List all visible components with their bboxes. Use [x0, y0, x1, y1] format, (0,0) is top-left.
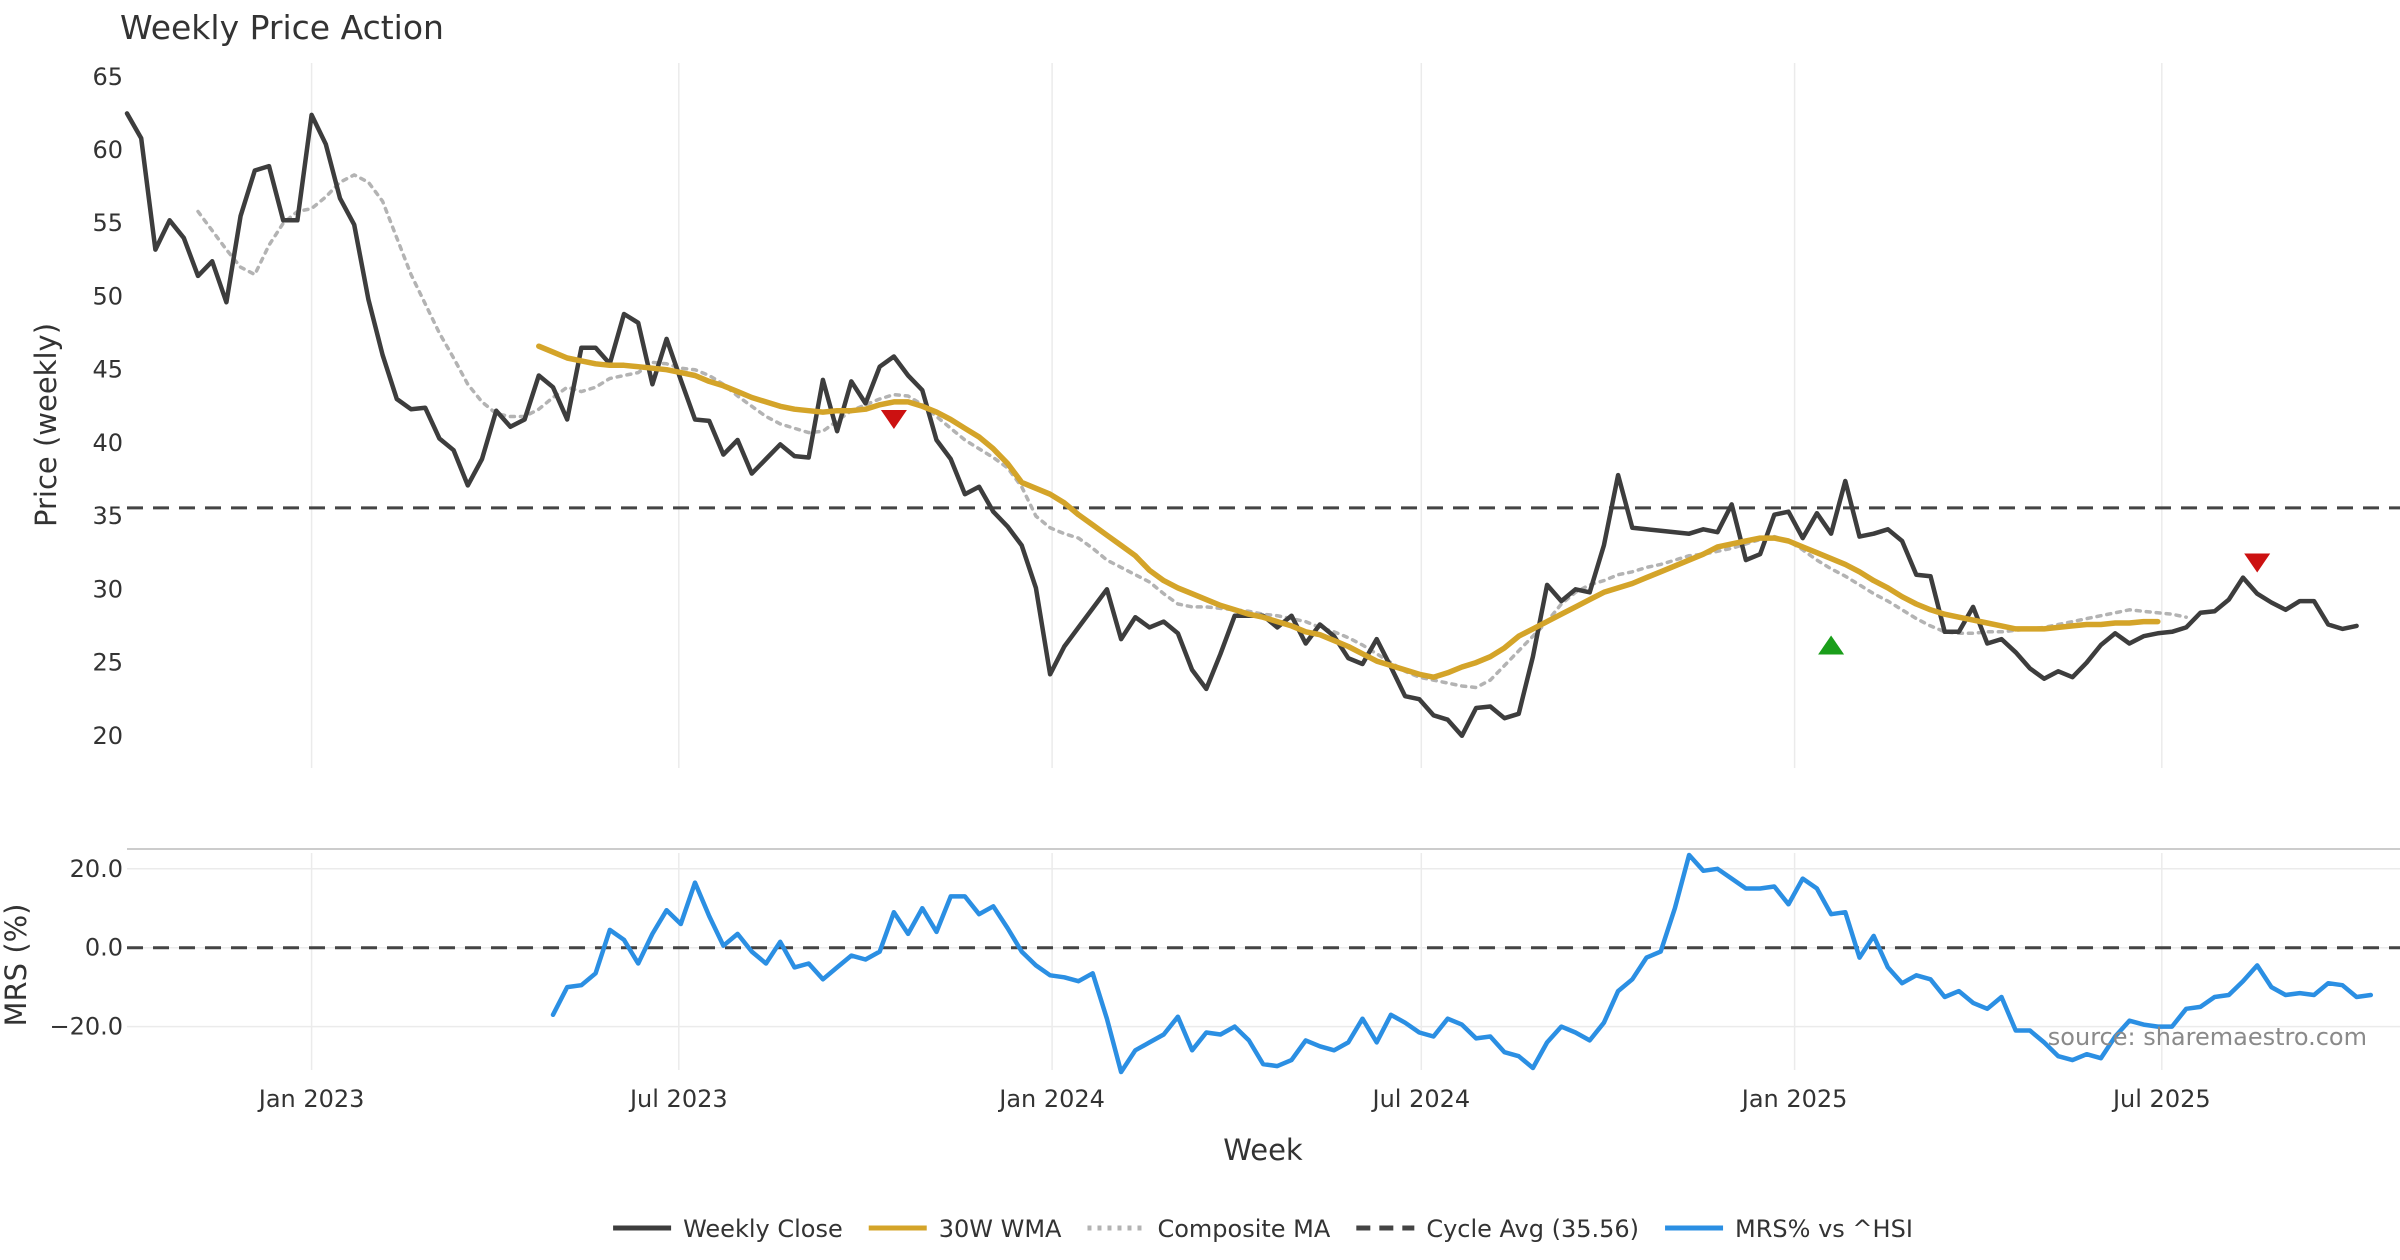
- x-ticks: Jan 2023 Jul 2023 Jan 2024 Jul 2024 Jan 2025…: [257, 1085, 2211, 1113]
- price-y-tick-40: 40: [92, 429, 123, 457]
- price-y-ticks: 20 25 30 35 40 45 50 55 60 65: [92, 63, 123, 750]
- price-y-tick-60: 60: [92, 136, 123, 164]
- mrs-y-ticks: 20.0 0.0 −20.0: [49, 855, 123, 1041]
- mrs-y-axis-label: MRS (%): [0, 904, 33, 1027]
- composite-ma-line: [196, 173, 2188, 690]
- x-axis-label: Week: [1223, 1133, 1303, 1167]
- price-y-tick-65: 65: [92, 63, 123, 91]
- mrs-series: [127, 852, 2400, 1075]
- x-tick-label-jul-2024: Jul 2024: [1370, 1085, 1470, 1113]
- legend-label-30w-wma: 30W WMA: [939, 1215, 1062, 1243]
- source-credit: source: sharemaestro.com: [2048, 1023, 2367, 1051]
- buy-signal-marker-2: [1818, 635, 1845, 655]
- chart-title: Weekly Price Action: [120, 8, 444, 47]
- x-tick-label-jan-2024: Jan 2024: [997, 1085, 1105, 1113]
- legend: Weekly Close 30W WMA Composite MA Cycle Avg…: [613, 1215, 1913, 1243]
- sell-signal-marker-3: [2244, 553, 2271, 573]
- mrs-y-tick-20-0: −20.0: [49, 1013, 123, 1041]
- legend-label-composite-ma: Composite MA: [1157, 1215, 1330, 1243]
- mrs-y-tick-20-0: 20.0: [70, 855, 123, 883]
- legend-label-mrs-vs-hsi: MRS% vs ^HSI: [1735, 1215, 1913, 1243]
- legend-label-weekly-close: Weekly Close: [683, 1215, 843, 1243]
- price-y-tick-35: 35: [92, 502, 123, 530]
- x-tick-label-jan-2023: Jan 2023: [257, 1085, 365, 1113]
- price-y-axis-label: Price (weekly): [29, 323, 63, 527]
- x-tick-label-jan-2025: Jan 2025: [1740, 1085, 1848, 1113]
- price-y-tick-20: 20: [92, 722, 123, 750]
- price-markers: [880, 410, 2271, 655]
- x-tick-label-jul-2025: Jul 2025: [2111, 1085, 2211, 1113]
- mrs-vs-hsi-line: [550, 852, 2374, 1075]
- mrs-y-tick-0-0: 0.0: [85, 934, 123, 962]
- price-series: [124, 111, 2400, 739]
- price-y-tick-25: 25: [92, 649, 123, 677]
- sell-signal-marker-1: [880, 410, 907, 429]
- price-y-tick-50: 50: [92, 282, 123, 310]
- price-y-tick-55: 55: [92, 209, 123, 237]
- price-grid: [310, 63, 2163, 768]
- price-y-tick-30: 30: [92, 575, 123, 603]
- weekly-close-line: [124, 111, 2359, 739]
- legend-label-cycle-avg-35-56: Cycle Avg (35.56): [1426, 1215, 1639, 1243]
- 30w-wma-line: [536, 343, 2161, 680]
- x-tick-label-jul-2023: Jul 2023: [628, 1085, 728, 1113]
- price-y-tick-45: 45: [92, 356, 123, 384]
